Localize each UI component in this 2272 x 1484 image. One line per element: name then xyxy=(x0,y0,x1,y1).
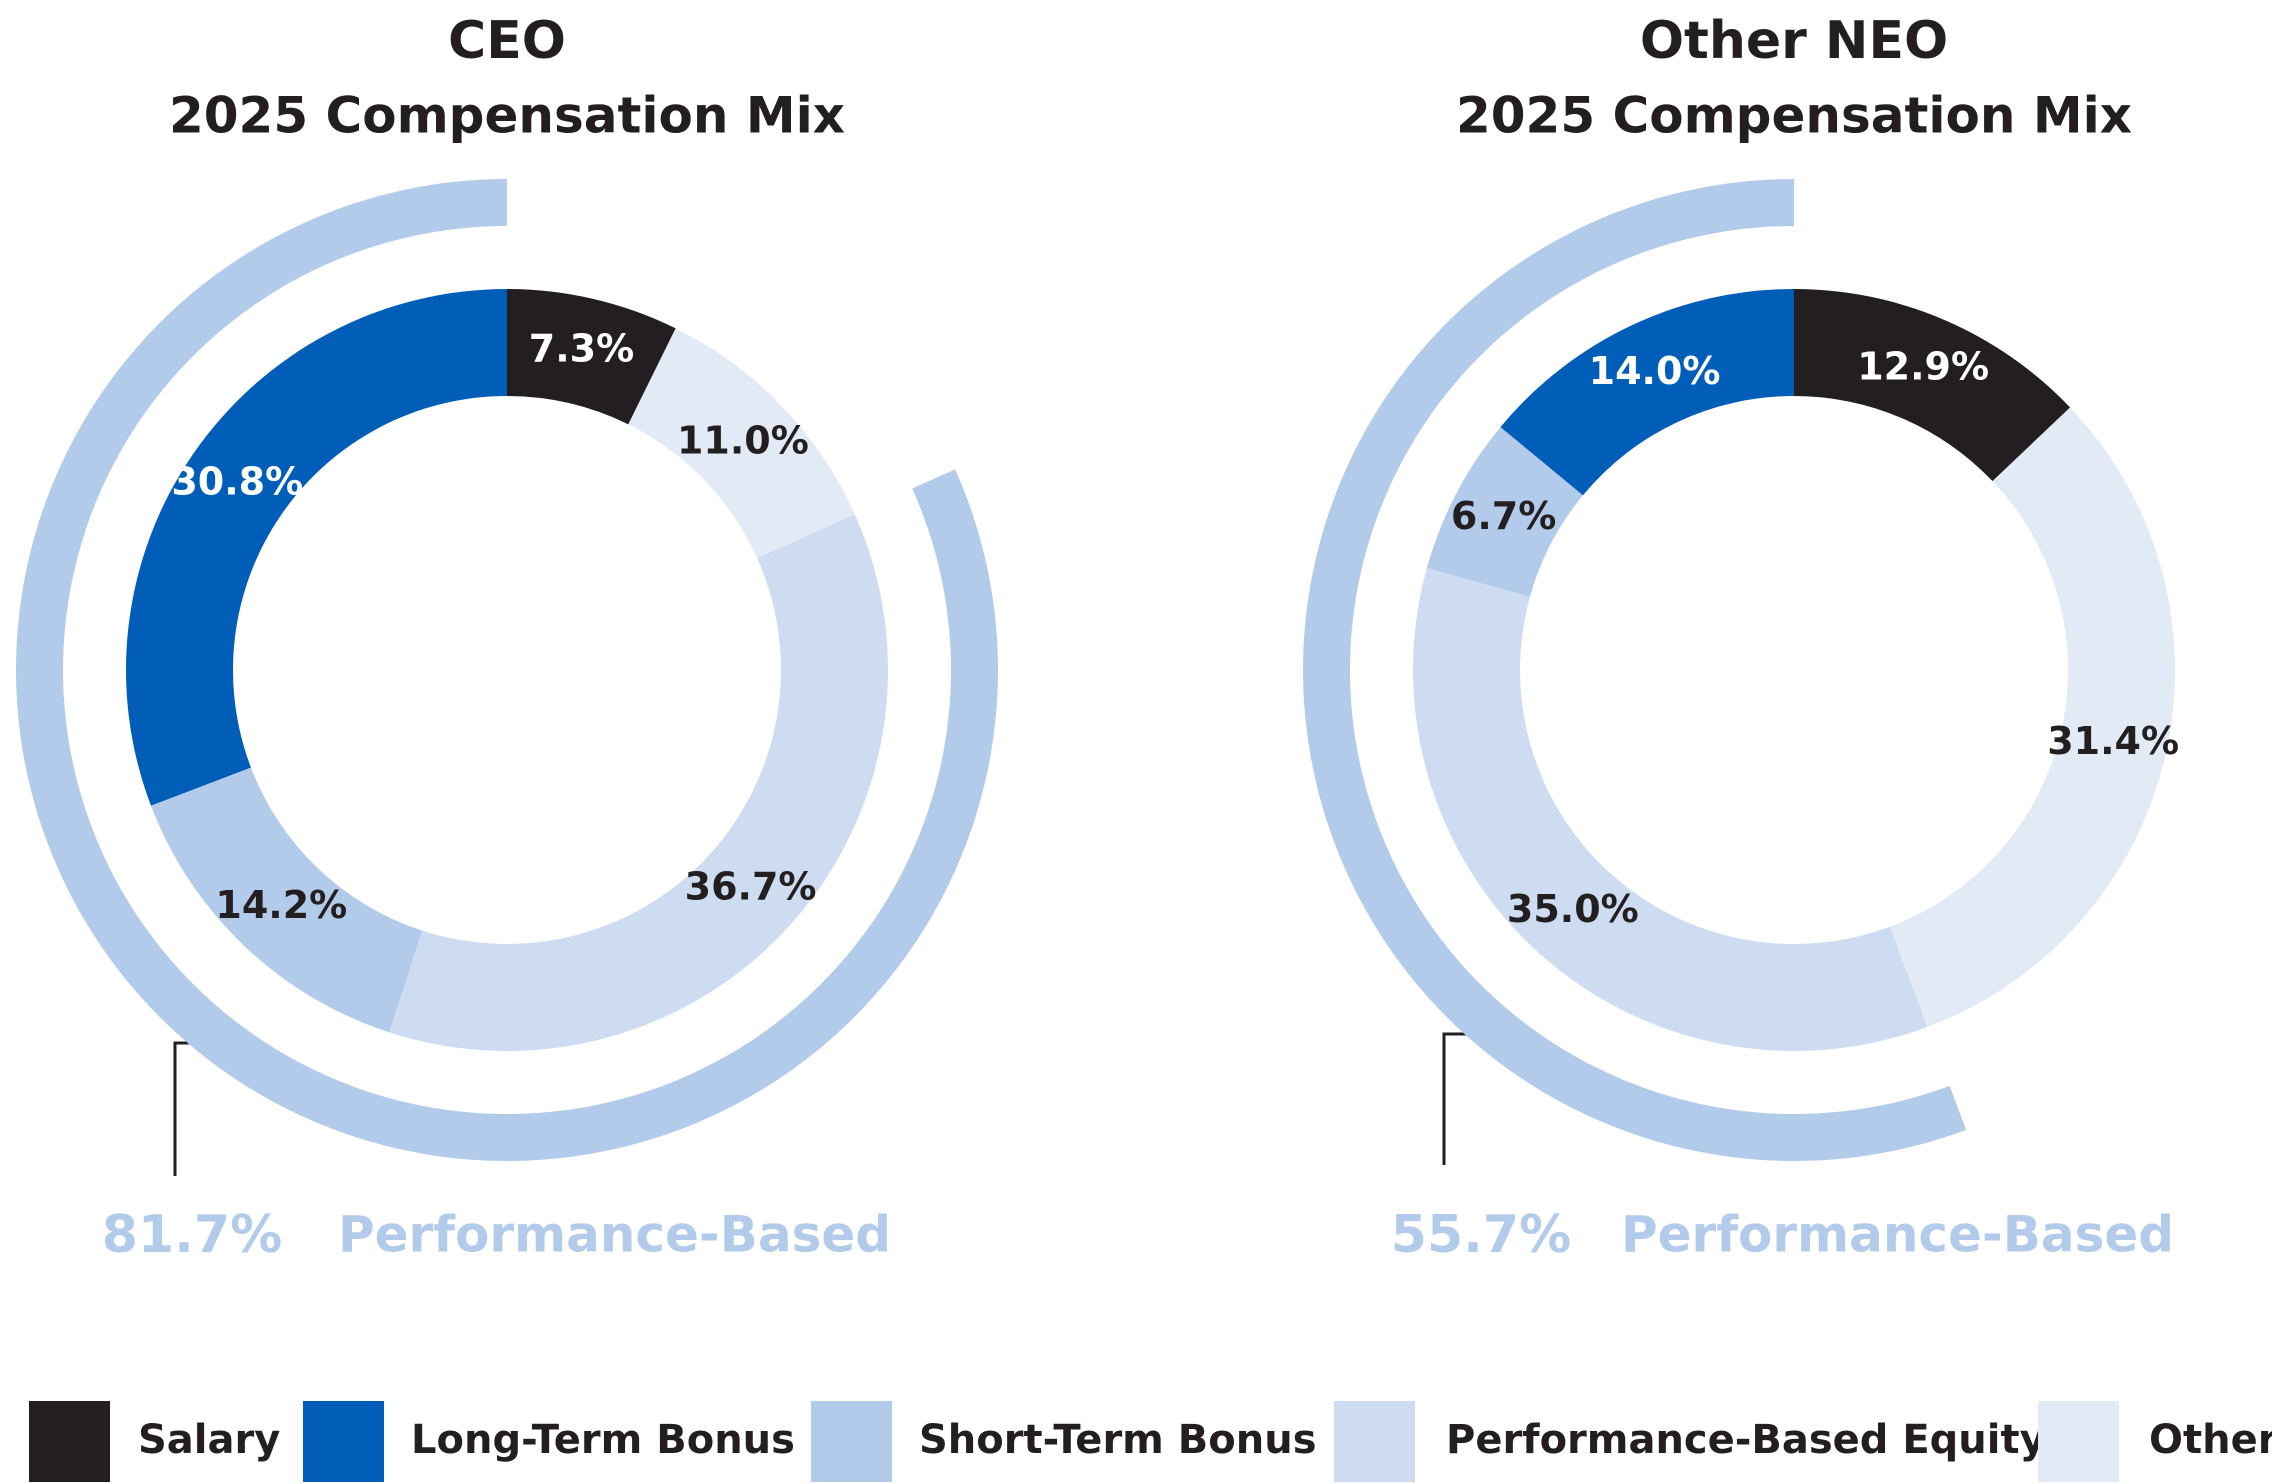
donut-slice xyxy=(507,289,676,425)
donut-slice xyxy=(1413,568,1928,1051)
chart-title: Other NEO xyxy=(1640,11,1948,71)
performance-value: 55.7% xyxy=(1391,1205,1571,1265)
performance-value: 81.7% xyxy=(102,1205,282,1265)
bracket xyxy=(173,1041,208,1176)
legend-swatch xyxy=(2038,1401,2119,1482)
data-label: 31.4% xyxy=(2047,719,2179,763)
legend-swatch xyxy=(303,1401,384,1482)
donut-slice xyxy=(389,514,888,1051)
legend-swatch xyxy=(1334,1401,1415,1482)
donut-slice xyxy=(125,289,507,806)
legend-swatch xyxy=(811,1401,892,1482)
data-label: 30.8% xyxy=(171,460,303,504)
legend-swatch xyxy=(29,1401,110,1482)
data-label: 14.0% xyxy=(1589,349,1721,393)
donut-slice xyxy=(1426,427,1583,597)
performance-label: Performance-Based xyxy=(1621,1206,2174,1264)
donut-slice xyxy=(1500,289,1794,496)
chart-subtitle: 2025 Compensation Mix xyxy=(169,87,845,145)
chart-subtitle: 2025 Compensation Mix xyxy=(1456,87,2132,145)
data-label: 6.7% xyxy=(1451,494,1556,538)
legend-label: Long-Term Bonus xyxy=(411,1417,795,1463)
donut-slice xyxy=(151,767,423,1033)
performance-label: Performance-Based xyxy=(338,1206,891,1264)
legend-label: Other xyxy=(2149,1417,2272,1463)
data-label: 35.0% xyxy=(1507,887,1639,931)
bracket xyxy=(1442,1032,1485,1165)
legend-label: Salary xyxy=(138,1417,280,1463)
data-label: 14.2% xyxy=(215,883,347,927)
donut-slice xyxy=(1890,407,2175,1027)
data-label: 7.3% xyxy=(529,327,634,371)
legend-label: Performance-Based Equity xyxy=(1446,1417,2046,1463)
legend-label: Short-Term Bonus xyxy=(919,1417,1317,1463)
donut-slice xyxy=(1794,289,2071,482)
donut-slice xyxy=(628,328,855,559)
data-label: 11.0% xyxy=(677,418,809,462)
chart-title: CEO xyxy=(448,11,566,71)
data-label: 12.9% xyxy=(1857,345,1989,389)
data-label: 36.7% xyxy=(685,864,817,908)
